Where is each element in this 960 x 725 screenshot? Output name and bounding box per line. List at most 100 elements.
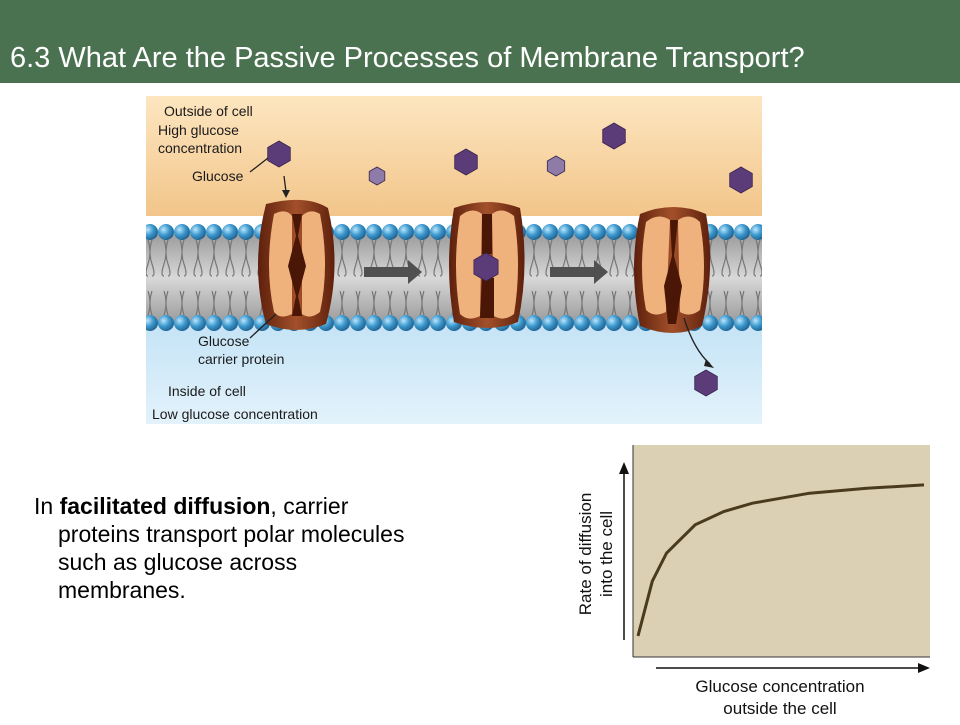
lipid-head-bottom [366,315,382,331]
lipid-head-bottom [206,315,222,331]
lipid-head-bottom [430,315,446,331]
title-bar: 6.3 What Are the Passive Processes of Me… [0,0,960,83]
lipid-head-top [414,224,430,240]
lipid-head-top [398,224,414,240]
glucose-molecules [267,122,753,397]
lipid-tail [193,239,203,316]
lipid-head-top [750,224,762,240]
glucose-molecule [473,252,499,282]
lipid-head-bottom [174,315,190,331]
lipid-tail [609,239,619,316]
lipid-head-bottom [606,315,622,331]
lipid-tail [161,239,171,316]
lipid-head-bottom [750,315,762,331]
glucose-molecule [546,155,566,177]
body-line3: such as glucose across [58,549,298,575]
lipid-head-top [574,224,590,240]
body-line1-suffix: , carrier [270,493,349,519]
lipid-head-top [190,224,206,240]
lipid-head-bottom [542,315,558,331]
series-curve [636,483,925,637]
lipid-head-bottom [622,315,638,331]
lipid-tail [433,239,443,316]
glucose-molecule [694,369,718,397]
lipid-tail [561,239,571,316]
arrow-step-2 [550,260,608,284]
lipid-tail [417,239,427,316]
glucose-molecule [602,122,626,150]
lipid-head-top [382,224,398,240]
lipid-head-top [558,224,574,240]
lipid-tail [545,239,555,316]
lipid-head-bottom [190,315,206,331]
lipid-tail [353,239,363,316]
figure-pointers [249,157,711,365]
lipid-head-top [174,224,190,240]
label-glucose: Glucose [192,168,244,184]
x-axis-label-1: Glucose concentration [695,677,864,696]
lipid-head-bottom [558,315,574,331]
lipid-head-bottom [590,315,606,331]
body-line4: membranes. [58,577,186,603]
lipid-head-top [526,224,542,240]
lipid-tail [721,239,731,316]
body-bold-term: facilitated diffusion [59,493,271,519]
y-axis-label-2: into the cell [597,511,616,597]
lipid-head-bottom [526,315,542,331]
lipid-tail [209,239,219,316]
lipid-head-top [146,224,158,240]
glucose-molecule [729,166,753,194]
lipid-head-top [350,224,366,240]
lipid-head-top [334,224,350,240]
lipid-tail [577,239,587,316]
lipid-head-top [158,224,174,240]
lipid-head-top [206,224,222,240]
lipid-head-bottom [414,315,430,331]
lipid-tail [177,239,187,316]
lipid-tail [337,239,347,316]
lipid-head-top [542,224,558,240]
label-outside-3: concentration [158,140,242,156]
lipid-head-bottom [158,315,174,331]
lipid-head-bottom [718,315,734,331]
lipid-tail [225,239,235,316]
lipid-head-bottom [702,315,718,331]
lipid-head-bottom [734,315,750,331]
outside-region [146,96,762,216]
lipid-head-top [366,224,382,240]
x-axis-arrow [656,663,930,673]
label-inside-1: Inside of cell [168,383,246,399]
lipid-tail [241,239,251,316]
carrier-protein-3 [634,207,711,333]
glucose-molecule [454,148,478,176]
membrane-transport-figure: Outside of cell High glucose concentrati… [146,96,762,424]
lipid-head-top [622,224,638,240]
lipid-head-bottom [238,315,254,331]
transport-arrows [364,260,608,284]
body-prefix: In [34,493,60,519]
body-line2: proteins transport polar molecules [58,521,405,547]
lipid-head-top [222,224,238,240]
carrier-protein-1 [258,199,335,330]
lipid-head-top [718,224,734,240]
label-inside-2: Low glucose concentration [152,406,318,422]
lipid-tail [529,239,539,316]
y-axis-arrow [619,462,629,640]
lipid-head-top [238,224,254,240]
arrow-step-1 [364,260,422,284]
lipid-head-bottom [222,315,238,331]
lipid-head-top [734,224,750,240]
lipid-tail [625,239,635,316]
lipid-head-bottom [334,315,350,331]
lipid-tail [146,239,155,316]
lipid-head-bottom [146,315,158,331]
lipid-head-bottom [398,315,414,331]
label-outside-2: High glucose [158,122,239,138]
lipid-head-bottom [382,315,398,331]
glucose-molecule [368,166,386,186]
x-axis-label-2: outside the cell [723,699,836,718]
slide-title: 6.3 What Are the Passive Processes of Me… [10,42,805,74]
lipid-head-top [430,224,446,240]
y-axis-label-1: Rate of diffusion [576,493,595,616]
lipid-tail [385,239,395,316]
